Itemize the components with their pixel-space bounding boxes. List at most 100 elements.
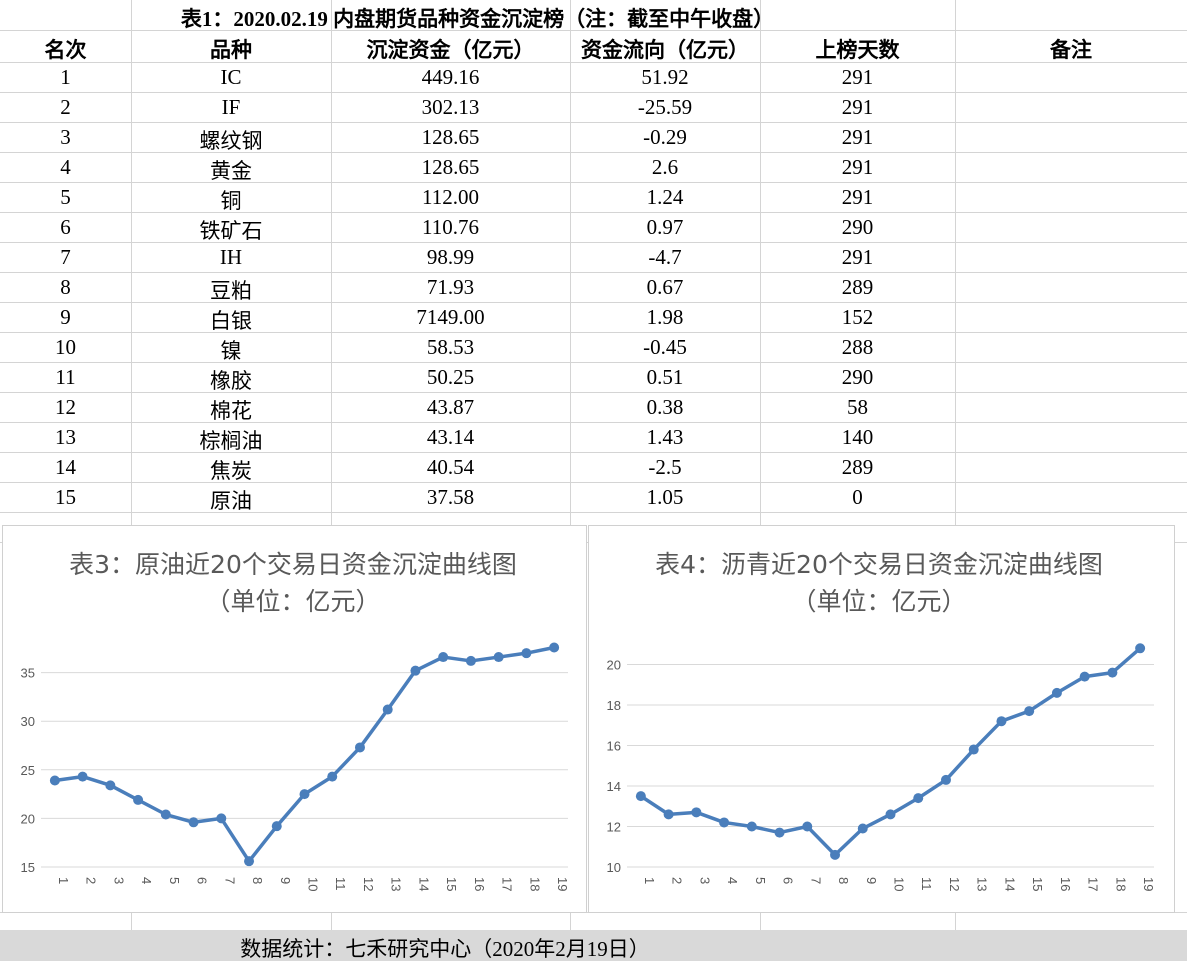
data-point: [996, 716, 1007, 727]
table-cell: -4.7: [648, 245, 682, 269]
chart-title: 表3：原油近20个交易日资金沉淀曲线图（单位：亿元）: [69, 550, 517, 616]
grid-row: [0, 122, 1187, 123]
footer-text: 数据统计：七禾研究中心（2020年2月19日）: [240, 937, 650, 961]
table-cell: 58: [847, 395, 868, 419]
x-tick-label: 13: [975, 877, 990, 891]
x-tick-label: 18: [527, 877, 542, 891]
table-cell: 5: [60, 185, 71, 209]
grid-row: [0, 212, 1187, 213]
data-point: [1107, 667, 1118, 678]
table-cell: 8: [60, 275, 71, 299]
x-tick-label: 11: [333, 877, 348, 891]
table-cell: 43.14: [426, 425, 475, 449]
header-cell: 上榜天数: [815, 38, 900, 62]
data-point: [105, 780, 116, 791]
x-tick-label: 5: [753, 877, 768, 884]
y-tick-label: 16: [607, 739, 621, 754]
table-cell: 43.87: [426, 395, 475, 419]
table-cell: 112.00: [422, 185, 479, 209]
grid-row: [0, 332, 1187, 333]
data-point: [382, 704, 393, 715]
table-cell: 原油: [210, 489, 252, 513]
table-cell: 290: [841, 215, 874, 239]
table-cell: 4: [60, 155, 71, 179]
header-cell: 沉淀资金（亿元）: [366, 38, 535, 62]
y-tick-label: 25: [21, 763, 35, 778]
data-point: [830, 849, 841, 860]
data-point: [913, 793, 924, 804]
table-cell: 288: [841, 335, 874, 359]
table-cell: 9: [60, 305, 71, 329]
data-point: [160, 809, 171, 820]
table-cell: 14: [55, 455, 76, 479]
table-cell: 棕榈油: [199, 429, 263, 453]
data-point: [885, 809, 896, 820]
table-cell: -0.29: [643, 125, 687, 149]
x-tick-label: 8: [836, 877, 851, 884]
grid-col: [760, 0, 761, 930]
table-cell: 449.16: [421, 65, 480, 89]
x-tick-label: 4: [139, 877, 154, 884]
data-point: [49, 775, 60, 786]
x-tick-label: 9: [278, 877, 293, 884]
data-point: [774, 827, 785, 838]
x-tick-label: 17: [500, 877, 515, 891]
table-cell: 0.38: [646, 395, 684, 419]
grid-row: [0, 302, 1187, 303]
y-tick-label: 18: [607, 698, 621, 713]
data-point: [271, 821, 282, 832]
grid-row: [0, 30, 1187, 31]
data-point: [77, 771, 88, 782]
table-cell: 51.92: [641, 65, 689, 89]
grid-col: [131, 0, 132, 930]
table-cell: 豆粕: [210, 279, 252, 303]
table-cell: 302.13: [421, 95, 480, 119]
x-tick-label: 12: [361, 877, 376, 891]
x-tick-label: 10: [306, 877, 321, 891]
data-point: [465, 655, 476, 666]
grid-col: [955, 0, 956, 30]
y-tick-label: 10: [607, 860, 621, 875]
table-cell: IF: [221, 95, 241, 119]
x-tick-label: 4: [725, 877, 740, 884]
table-cell: 12: [55, 395, 76, 419]
grid-row: [0, 362, 1187, 363]
x-tick-label: 8: [250, 877, 265, 884]
table-cell: 黄金: [210, 159, 252, 183]
data-point: [354, 742, 365, 753]
table-cell: 焦炭: [210, 459, 252, 483]
data-point: [1024, 706, 1035, 717]
table-cell: 螺纹钢: [199, 129, 263, 153]
table-cell: 58.53: [426, 335, 475, 359]
table-cell: 白银: [210, 309, 252, 333]
table-cell: 140: [841, 425, 874, 449]
x-tick-label: 15: [444, 877, 459, 891]
table-cell: 152: [841, 305, 874, 329]
table-cell: 3: [60, 125, 71, 149]
table-cell: -0.45: [643, 335, 687, 359]
table-cell: 291: [841, 125, 874, 149]
x-tick-label: 17: [1086, 877, 1101, 891]
grid-row: [0, 242, 1187, 243]
data-point: [663, 809, 674, 820]
data-point: [968, 744, 979, 755]
y-tick-label: 20: [21, 811, 35, 826]
table-cell: -2.5: [648, 455, 682, 479]
data-point: [327, 771, 338, 782]
table-cell: 7149.00: [416, 305, 485, 329]
table-cell: 0: [852, 485, 863, 509]
table-cell: IH: [219, 245, 243, 269]
x-tick-label: 10: [892, 877, 907, 891]
data-point: [188, 817, 199, 828]
x-tick-label: 15: [1030, 877, 1045, 891]
header-cell: 资金流向（亿元）: [581, 38, 749, 62]
x-tick-label: 19: [1141, 877, 1156, 891]
data-point: [691, 807, 702, 818]
grid-row: [0, 272, 1187, 273]
data-point: [493, 652, 504, 663]
table-cell: 11: [55, 365, 76, 389]
x-tick-label: 1: [642, 877, 657, 884]
grid-row: [0, 62, 1187, 63]
